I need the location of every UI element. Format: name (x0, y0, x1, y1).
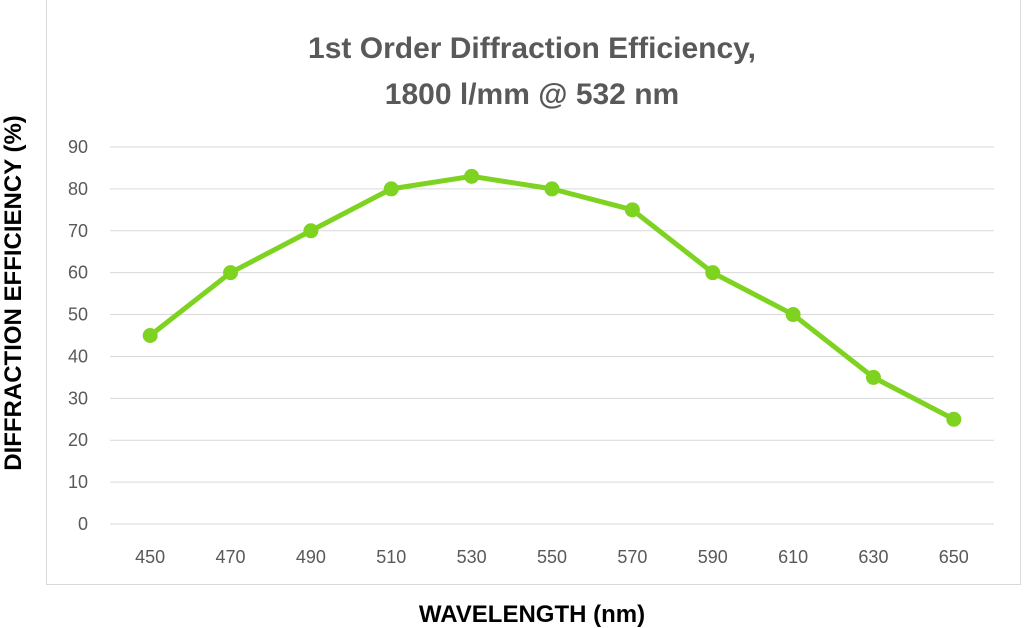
y-tick-label-0: 0 (78, 514, 88, 534)
series (142, 168, 962, 427)
y-tick-label-30: 30 (68, 388, 88, 408)
x-tick-label-570: 570 (617, 547, 647, 567)
x-tick-label-610: 610 (778, 547, 808, 567)
y-axis-title: DIFFRACTION EFFICIENCY (%) (0, 115, 27, 471)
x-tick-label-490: 490 (296, 547, 326, 567)
data-point-570 (624, 202, 640, 218)
x-tick-label-590: 590 (698, 547, 728, 567)
gridlines (110, 146, 994, 525)
chart-title-line-1: 1st Order Diffraction Efficiency, (308, 32, 756, 65)
data-point-470 (223, 265, 239, 281)
data-point-610 (785, 307, 801, 323)
y-tick-label-10: 10 (68, 472, 88, 492)
data-point-510 (383, 181, 399, 197)
x-axis-ticks: 450 470 490 510 530 550 570 590 610 630 650 (135, 547, 969, 567)
data-point-590 (705, 265, 721, 281)
y-tick-label-80: 80 (68, 179, 88, 199)
y-tick-label-90: 90 (68, 137, 88, 157)
x-tick-label-630: 630 (858, 547, 888, 567)
x-tick-label-470: 470 (216, 547, 246, 567)
chart-frame (46, 0, 1021, 585)
x-tick-label-550: 550 (537, 547, 567, 567)
x-tick-label-510: 510 (376, 547, 406, 567)
chart-title: 1st Order Diffraction Efficiency, 1800 l… (308, 32, 756, 111)
data-point-450 (142, 328, 158, 343)
y-tick-label-50: 50 (68, 305, 88, 325)
y-tick-label-20: 20 (68, 430, 88, 450)
chart-title-line-2: 1800 l/mm @ 532 nm (385, 78, 679, 111)
data-point-650 (946, 411, 962, 427)
x-tick-label-650: 650 (939, 547, 969, 567)
x-tick-label-530: 530 (457, 547, 487, 567)
x-tick-label-450: 450 (135, 547, 165, 567)
data-point-630 (865, 369, 881, 385)
data-point-550 (544, 181, 560, 197)
y-tick-label-40: 40 (68, 346, 88, 366)
y-tick-label-60: 60 (68, 263, 88, 283)
data-point-490 (303, 223, 319, 239)
x-axis-title: WAVELENGTH (nm) (419, 601, 645, 628)
y-tick-label-70: 70 (68, 221, 88, 241)
series-line-0 (147, 173, 957, 422)
data-point-530 (464, 168, 480, 184)
y-axis-ticks: 0 10 20 30 40 50 60 70 80 90 (68, 137, 88, 534)
